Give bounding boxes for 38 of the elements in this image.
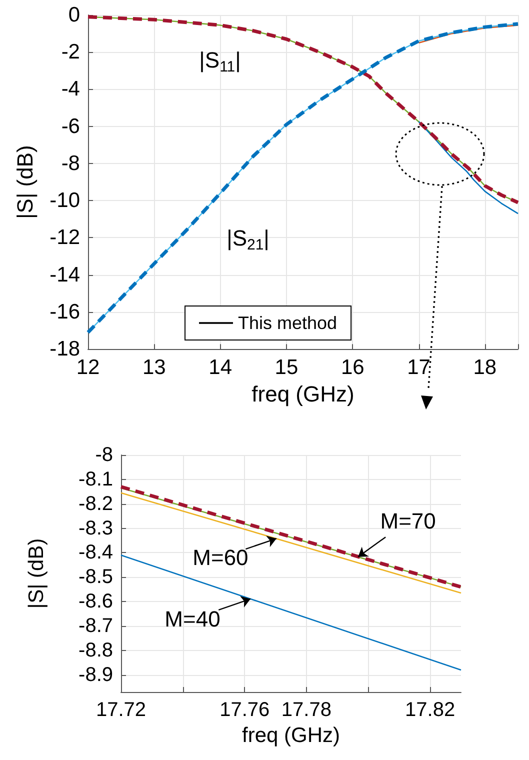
x-tick-label: 15 <box>274 356 298 380</box>
x-tick-label: 17.76 <box>220 699 270 721</box>
y-tick-label: -2 <box>61 40 80 64</box>
x-tick-label: 17.82 <box>405 699 456 721</box>
y-tick-label: -16 <box>50 300 80 324</box>
x-axis-title: freq (GHz) <box>252 382 354 406</box>
y-tick-label: -6 <box>61 114 80 138</box>
y-tick-label: 0 <box>68 4 80 26</box>
y-tick-label: -8.7 <box>78 615 113 638</box>
y-tick-label: -10 <box>50 189 80 212</box>
y-tick-label: -8.6 <box>78 590 113 613</box>
line-series <box>418 121 519 214</box>
y-tick-label: -8.5 <box>78 566 113 588</box>
y-axis-title: |S| (dB) <box>25 538 48 609</box>
x-tick-label: 13 <box>142 356 166 380</box>
x-tick-label: 14 <box>208 356 232 380</box>
x-tick-label: 18 <box>473 356 497 380</box>
y-tick-label: -8 <box>61 152 80 175</box>
x-axis-title: freq (GHz) <box>242 724 340 747</box>
x-tick-label: 17 <box>407 356 430 380</box>
y-tick-label: -14 <box>50 263 80 286</box>
x-tick-label: 16 <box>340 356 364 380</box>
y-tick-label: -8 <box>95 444 113 466</box>
y-tick-label: -12 <box>50 226 80 250</box>
y-tick-label: -8.1 <box>78 468 113 490</box>
y-tick-label: -8.4 <box>78 542 113 564</box>
y-tick-label: -8.3 <box>78 517 113 540</box>
annotation: M=60 <box>192 545 248 570</box>
x-tick-label: 17.78 <box>281 699 332 721</box>
y-tick-label: -8.2 <box>78 492 113 515</box>
y-axis-title: |S| (dB) <box>12 145 38 219</box>
annotation: M=40 <box>164 606 220 632</box>
x-tick-label: 17.72 <box>96 699 146 721</box>
annotation: M=70 <box>380 508 436 534</box>
y-tick-label: -8.8 <box>78 639 113 662</box>
legend-label: This method <box>238 313 338 333</box>
y-tick-label: -4 <box>61 78 80 101</box>
y-tick-label: -8.9 <box>78 664 113 686</box>
